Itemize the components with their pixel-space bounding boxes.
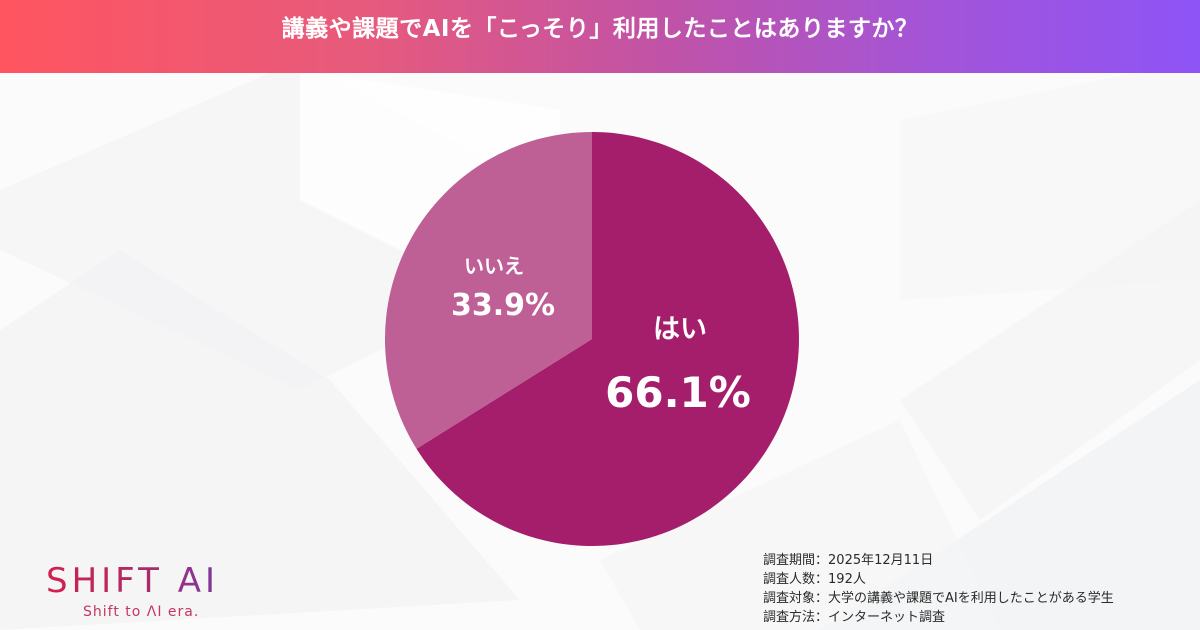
chart-title: 講義や課題でAIを「こっそり」利用したことはありますか？ xyxy=(281,15,919,42)
survey-sep: ： xyxy=(815,572,829,587)
slice-value-no: 33.9% xyxy=(450,288,556,323)
survey-key: 調査対象 xyxy=(763,591,816,606)
survey-key: 調査方法 xyxy=(763,610,816,625)
survey-row-count: 調査人数：192人 xyxy=(763,570,1114,589)
slice-value-yes: 66.1% xyxy=(605,368,751,417)
slice-label-no: いいえ xyxy=(464,254,524,278)
survey-value: インターネット調査 xyxy=(828,610,946,625)
survey-sep: ： xyxy=(815,610,829,625)
survey-row-method: 調査方法：インターネット調査 xyxy=(763,608,1114,627)
survey-row-target: 調査対象：大学の講義や課題でAIを利用したことがある学生 xyxy=(763,589,1114,608)
survey-key: 調査期間 xyxy=(763,553,816,568)
shift-ai-logo: SHIFT AI Shift to ΛI era. xyxy=(46,562,246,620)
survey-sep: ： xyxy=(815,591,829,606)
survey-sep: ： xyxy=(815,553,829,568)
survey-row-period: 調査期間：2025年12月11日 xyxy=(763,551,1114,570)
pie-slice-no xyxy=(384,132,592,449)
logo-tagline: Shift to ΛI era. xyxy=(83,604,200,620)
survey-value: 192人 xyxy=(828,572,866,587)
header-banner: 講義や課題でAIを「こっそり」利用したことはありますか？ xyxy=(0,0,1200,73)
survey-info: 調査期間：2025年12月11日 調査人数：192人 調査対象：大学の講義や課題… xyxy=(763,551,1114,627)
survey-value: 大学の講義や課題でAIを利用したことがある学生 xyxy=(828,591,1114,606)
survey-value: 2025年12月11日 xyxy=(828,553,934,568)
logo-wordmark: SHIFT AI xyxy=(46,562,246,600)
slice-label-yes: はい xyxy=(653,314,707,345)
survey-key: 調査人数 xyxy=(763,572,816,587)
pie-slice-yes xyxy=(416,132,799,547)
